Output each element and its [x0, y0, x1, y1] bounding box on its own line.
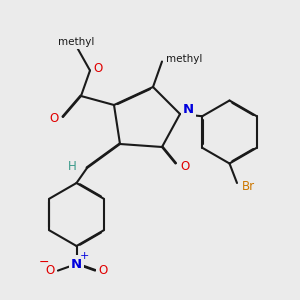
Text: methyl: methyl: [166, 54, 202, 64]
Text: O: O: [49, 112, 58, 125]
Text: N: N: [71, 257, 82, 271]
Text: Br: Br: [242, 180, 255, 193]
Text: O: O: [46, 264, 55, 277]
Text: methyl: methyl: [58, 37, 95, 47]
Text: O: O: [98, 264, 107, 277]
Text: O: O: [180, 160, 189, 173]
Text: O: O: [93, 62, 102, 76]
Text: methyl: methyl: [165, 53, 201, 63]
Text: −: −: [39, 256, 50, 269]
Text: N: N: [183, 103, 194, 116]
Text: +: +: [80, 250, 90, 261]
Text: H: H: [68, 160, 76, 173]
